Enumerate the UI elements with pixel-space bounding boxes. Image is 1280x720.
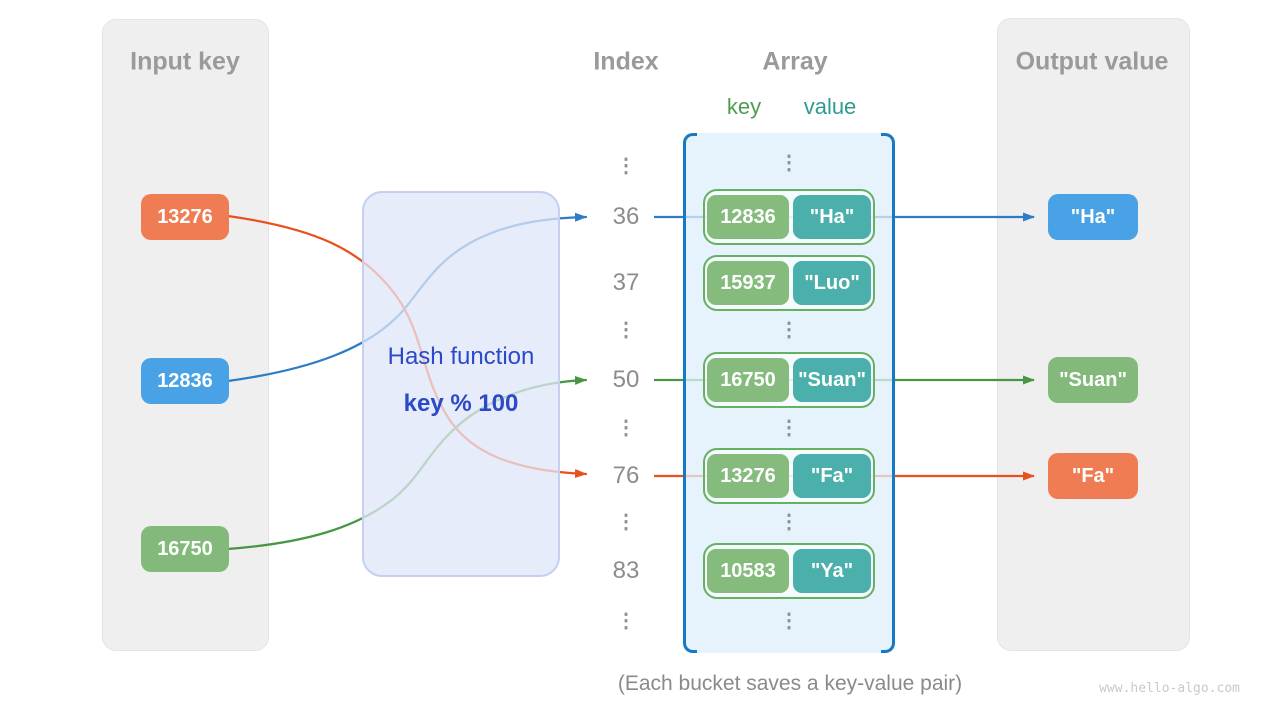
index-ellipsis: ⋮ bbox=[616, 610, 636, 632]
output-value-fa: "Fa" bbox=[1048, 453, 1138, 499]
array-ellipsis: ⋮ bbox=[779, 417, 799, 439]
array-title: Array bbox=[762, 47, 828, 76]
bucket-row: 13276 "Fa" bbox=[703, 448, 875, 504]
bucket-key: 15937 bbox=[707, 261, 789, 305]
bucket-key: 12836 bbox=[707, 195, 789, 239]
bucket-key: 16750 bbox=[707, 358, 789, 402]
index-ellipsis: ⋮ bbox=[616, 511, 636, 533]
input-key-16750: 16750 bbox=[141, 526, 229, 572]
index-76: 76 bbox=[612, 462, 640, 489]
input-panel-title: Input key bbox=[130, 47, 240, 76]
bucket-value: "Luo" bbox=[793, 261, 871, 305]
index-36: 36 bbox=[612, 203, 640, 230]
array-right-bracket bbox=[881, 133, 895, 653]
array-ellipsis: ⋮ bbox=[779, 152, 799, 174]
bucket-row: 16750 "Suan" bbox=[703, 352, 875, 408]
bucket-row: 10583 "Ya" bbox=[703, 543, 875, 599]
bucket-key: 10583 bbox=[707, 549, 789, 593]
output-value-suan: "Suan" bbox=[1048, 357, 1138, 403]
hash-function-box bbox=[362, 191, 560, 577]
bucket-value: "Ha" bbox=[793, 195, 871, 239]
bucket-value: "Ya" bbox=[793, 549, 871, 593]
index-ellipsis: ⋮ bbox=[616, 417, 636, 439]
key-column-header: key bbox=[726, 94, 762, 119]
output-value-panel bbox=[997, 18, 1190, 651]
index-ellipsis: ⋮ bbox=[616, 319, 636, 341]
array-ellipsis: ⋮ bbox=[779, 511, 799, 533]
output-value-ha: "Ha" bbox=[1048, 194, 1138, 240]
bucket-value: "Fa" bbox=[793, 454, 871, 498]
bucket-row: 15937 "Luo" bbox=[703, 255, 875, 311]
hash-function-formula: key % 100 bbox=[403, 390, 519, 417]
bucket-key: 13276 bbox=[707, 454, 789, 498]
bucket-value: "Suan" bbox=[793, 358, 871, 402]
array-left-bracket bbox=[683, 133, 697, 653]
index-50: 50 bbox=[612, 366, 640, 393]
output-panel-title: Output value bbox=[1015, 47, 1169, 76]
watermark: www.hello-algo.com bbox=[1099, 681, 1240, 696]
input-key-13276: 13276 bbox=[141, 194, 229, 240]
index-column-title: Index bbox=[593, 47, 659, 76]
input-key-12836: 12836 bbox=[141, 358, 229, 404]
array-ellipsis: ⋮ bbox=[779, 610, 799, 632]
index-37: 37 bbox=[612, 269, 640, 296]
index-ellipsis: ⋮ bbox=[616, 155, 636, 177]
diagram-caption: (Each bucket saves a key-value pair) bbox=[617, 672, 963, 695]
value-column-header: value bbox=[803, 94, 857, 119]
bucket-row: 12836 "Ha" bbox=[703, 189, 875, 245]
array-ellipsis: ⋮ bbox=[779, 319, 799, 341]
index-83: 83 bbox=[612, 557, 640, 584]
hash-function-label: Hash function bbox=[387, 343, 535, 370]
